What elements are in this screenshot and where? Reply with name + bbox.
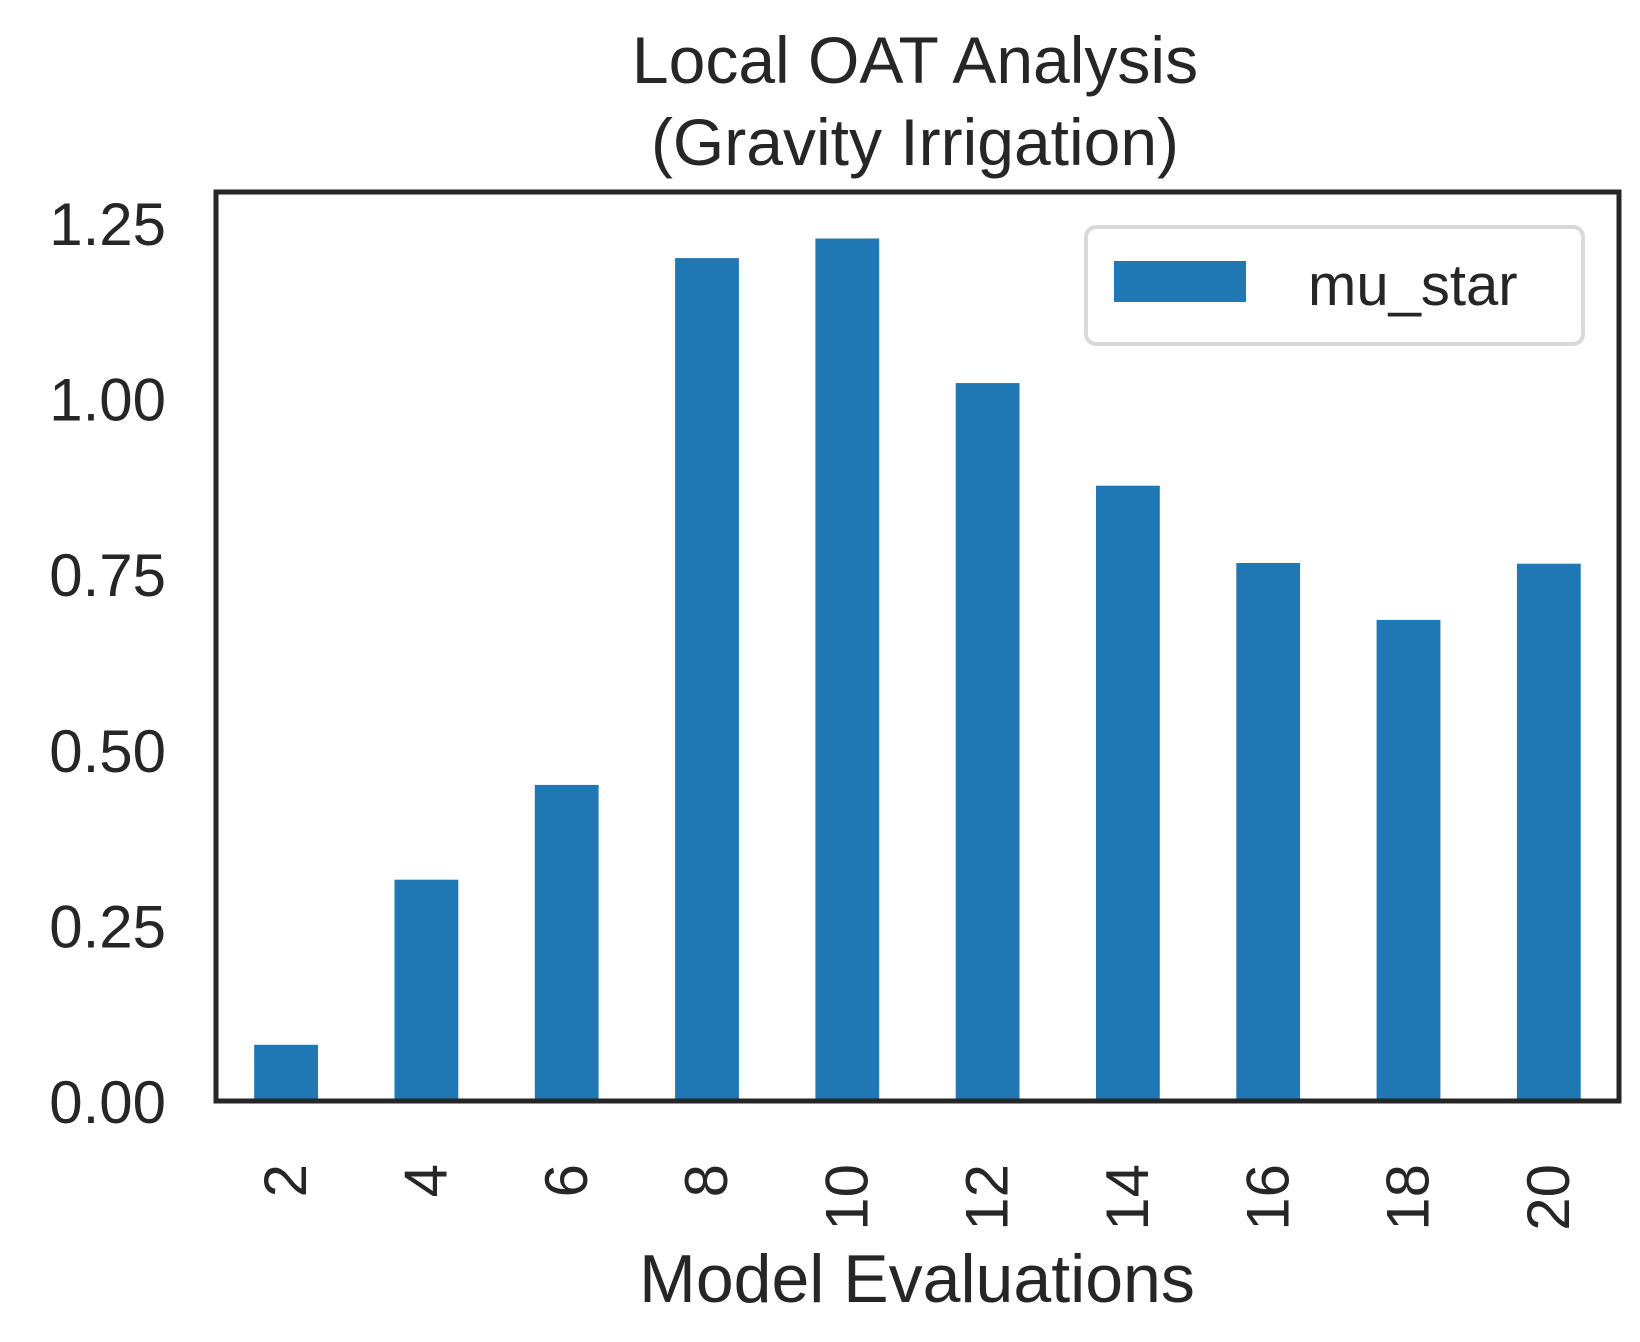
y-tick-label: 0.75 xyxy=(49,542,166,609)
bar-6 xyxy=(534,784,599,1101)
legend-swatch xyxy=(1114,261,1246,302)
y-tick-label: 0.25 xyxy=(49,893,166,960)
plot-frame xyxy=(213,189,1622,1104)
x-axis-label: Model Evaluations xyxy=(639,1241,1195,1317)
chart-title-line-1: Local OAT Analysis xyxy=(632,23,1198,97)
bar-series xyxy=(254,238,1581,1102)
legend: mu_star xyxy=(1084,225,1585,346)
x-tick-label-18: 18 xyxy=(1375,1164,1442,1231)
x-tick-label-6: 6 xyxy=(533,1164,600,1197)
bar-8 xyxy=(675,258,739,1102)
legend-box xyxy=(1084,225,1585,346)
bar-12 xyxy=(955,383,1020,1102)
y-tick-label: 1.25 xyxy=(49,191,166,258)
bar-14 xyxy=(1096,485,1160,1101)
x-axis-ticks: 2 4 6 8 10 12 14 16 18 20 xyxy=(252,1164,1582,1231)
y-tick-label: 0.00 xyxy=(49,1069,166,1136)
x-tick-label-14: 14 xyxy=(1094,1164,1161,1231)
x-tick-label-8: 8 xyxy=(673,1164,740,1197)
bar-4 xyxy=(394,879,459,1101)
bar-18 xyxy=(1376,619,1441,1101)
x-tick-label-10: 10 xyxy=(813,1164,880,1231)
x-tick-label-12: 12 xyxy=(954,1164,1021,1231)
chart-title-line-2: (Gravity Irrigation) xyxy=(651,105,1179,179)
bar-2 xyxy=(254,1044,318,1101)
x-tick-label-16: 16 xyxy=(1234,1164,1301,1231)
y-tick-label: 1.00 xyxy=(49,367,166,434)
y-tick-label: 0.50 xyxy=(49,718,166,785)
chart-title: Local OAT Analysis (Gravity Irrigation) xyxy=(632,23,1198,179)
legend-label-mu-star: mu_star xyxy=(1308,253,1518,318)
bar-16 xyxy=(1236,563,1301,1101)
bar-10 xyxy=(815,238,880,1101)
bar-20 xyxy=(1516,563,1581,1101)
x-tick-label-2: 2 xyxy=(252,1164,319,1197)
y-axis-ticks: 0.00 0.25 0.50 0.75 1.00 1.25 xyxy=(49,191,166,1136)
x-tick-label-4: 4 xyxy=(393,1164,460,1197)
x-tick-label-20: 20 xyxy=(1515,1164,1582,1231)
